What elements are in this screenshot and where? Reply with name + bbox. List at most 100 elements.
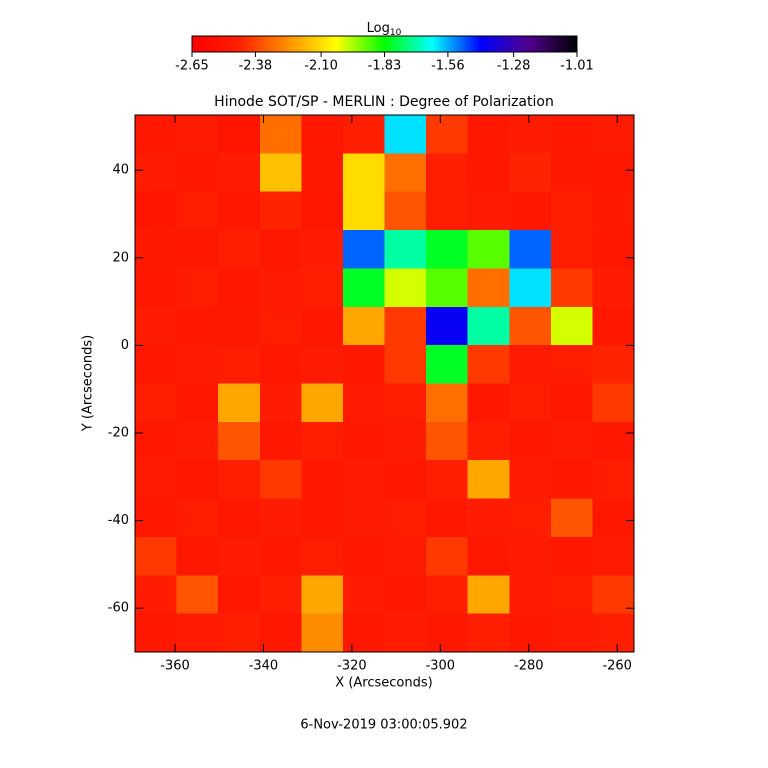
heatmap-cell bbox=[218, 230, 261, 269]
heatmap-cell bbox=[218, 421, 261, 461]
heatmap-cell bbox=[550, 498, 593, 538]
heatmap-cell bbox=[550, 230, 593, 269]
heatmap-cell bbox=[467, 421, 510, 461]
heatmap-cell bbox=[509, 115, 552, 154]
heatmap-cell bbox=[426, 613, 469, 653]
heatmap-cell bbox=[176, 153, 219, 193]
heatmap-cell bbox=[384, 575, 427, 615]
heatmap-cell bbox=[384, 536, 427, 576]
heatmap-cell bbox=[135, 268, 178, 308]
x-axis-label: X (Arcseconds) bbox=[335, 676, 432, 691]
x-tick-label: -280 bbox=[514, 659, 544, 674]
heatmap-cell bbox=[550, 575, 593, 615]
heatmap-cell bbox=[592, 498, 635, 538]
y-tick-label: -60 bbox=[108, 601, 129, 616]
heatmap-cell bbox=[218, 191, 261, 231]
heatmap-cell bbox=[259, 306, 302, 346]
heatmap-cell bbox=[342, 460, 385, 500]
heatmap-cell bbox=[592, 115, 635, 154]
plot-frame bbox=[134, 114, 635, 653]
heatmap-cell bbox=[342, 268, 385, 308]
heatmap-cell bbox=[342, 153, 385, 193]
heatmap-cell bbox=[218, 115, 261, 154]
heatmap-cell bbox=[426, 383, 469, 423]
heatmap-cell bbox=[301, 383, 344, 423]
heatmap-cell bbox=[342, 383, 385, 423]
heatmap-cell bbox=[259, 575, 302, 615]
heatmap-cell bbox=[550, 345, 593, 384]
heatmap bbox=[135, 115, 635, 653]
heatmap-cell bbox=[218, 460, 261, 500]
heatmap-cell bbox=[259, 230, 302, 269]
colorbar-tick-label: -2.65 bbox=[175, 59, 209, 74]
heatmap-cell bbox=[467, 575, 510, 615]
heatmap-cell bbox=[301, 153, 344, 193]
heatmap-cell bbox=[550, 613, 593, 653]
heatmap-cell bbox=[467, 306, 510, 346]
heatmap-cell bbox=[592, 460, 635, 500]
heatmap-cell bbox=[176, 230, 219, 269]
heatmap-cell bbox=[301, 421, 344, 461]
heatmap-cell bbox=[259, 345, 302, 384]
heatmap-cell bbox=[342, 421, 385, 461]
heatmap-cell bbox=[467, 268, 510, 308]
heatmap-cell bbox=[467, 345, 510, 384]
heatmap-cell bbox=[218, 613, 261, 653]
heatmap-cell bbox=[342, 191, 385, 231]
heatmap-cell bbox=[342, 498, 385, 538]
heatmap-cell bbox=[176, 191, 219, 231]
heatmap-cell bbox=[592, 383, 635, 423]
heatmap-cell bbox=[218, 345, 261, 384]
heatmap-cell bbox=[467, 613, 510, 653]
heatmap-cell bbox=[550, 421, 593, 461]
heatmap-cell bbox=[592, 575, 635, 615]
heatmap-cell bbox=[176, 115, 219, 154]
heatmap-cell bbox=[384, 383, 427, 423]
heatmap-cell bbox=[301, 613, 344, 653]
heatmap-cell bbox=[259, 421, 302, 461]
heatmap-cell bbox=[301, 575, 344, 615]
heatmap-cell bbox=[259, 498, 302, 538]
heatmap-cell bbox=[509, 345, 552, 384]
y-tick-label: 40 bbox=[112, 163, 129, 178]
heatmap-cell bbox=[426, 575, 469, 615]
heatmap-cell bbox=[426, 536, 469, 576]
heatmap-cell bbox=[426, 460, 469, 500]
heatmap-cell bbox=[426, 498, 469, 538]
y-tick-label: -40 bbox=[108, 513, 129, 528]
heatmap-cell bbox=[301, 191, 344, 231]
heatmap-cell bbox=[135, 575, 178, 615]
heatmap-cell bbox=[426, 115, 469, 154]
colorbar-label-sub: 10 bbox=[390, 28, 402, 38]
colorbar-label: Log10 bbox=[367, 21, 402, 38]
colorbar-tick-label: -1.28 bbox=[497, 59, 531, 74]
heatmap-cell bbox=[550, 153, 593, 193]
heatmap-cell bbox=[509, 153, 552, 193]
heatmap-cell bbox=[509, 306, 552, 346]
heatmap-cell bbox=[176, 345, 219, 384]
heatmap-cell bbox=[259, 383, 302, 423]
heatmap-cell bbox=[218, 383, 261, 423]
heatmap-cell bbox=[550, 191, 593, 231]
x-tick-label: -340 bbox=[249, 659, 279, 674]
heatmap-cell bbox=[592, 613, 635, 653]
footer-timestamp: 6-Nov-2019 03:00:05.902 bbox=[300, 718, 467, 733]
heatmap-cell bbox=[176, 575, 219, 615]
heatmap-cell bbox=[135, 306, 178, 346]
heatmap-cell bbox=[384, 230, 427, 269]
heatmap-cell bbox=[467, 536, 510, 576]
heatmap-cell bbox=[384, 345, 427, 384]
heatmap-cell bbox=[592, 421, 635, 461]
heatmap-cell bbox=[550, 536, 593, 576]
heatmap-cell bbox=[384, 306, 427, 346]
heatmap-cell bbox=[426, 421, 469, 461]
heatmap-cell bbox=[218, 498, 261, 538]
heatmap-cell bbox=[135, 536, 178, 576]
y-tick-label: 20 bbox=[112, 250, 129, 265]
heatmap-cell bbox=[550, 383, 593, 423]
heatmap-cell bbox=[426, 230, 469, 269]
heatmap-cell bbox=[218, 575, 261, 615]
heatmap-cell bbox=[467, 383, 510, 423]
heatmap-cell bbox=[259, 153, 302, 193]
heatmap-cell bbox=[384, 613, 427, 653]
